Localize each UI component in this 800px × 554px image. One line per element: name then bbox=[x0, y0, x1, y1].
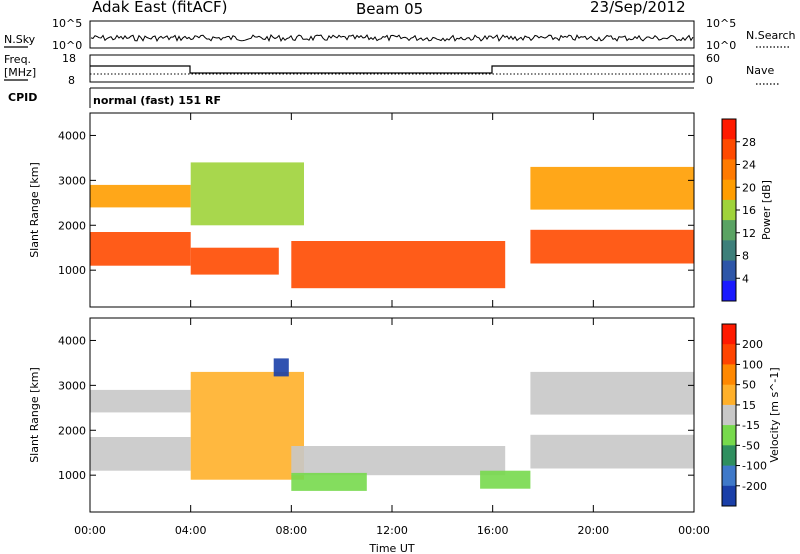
power-colorbar-segment-2 bbox=[722, 159, 736, 181]
power-ylabel: Slant Range [km] bbox=[28, 162, 41, 258]
noise-trace bbox=[90, 34, 694, 43]
power-colorbar-tick-3: 16 bbox=[742, 204, 756, 217]
xtick-6: 00:00 bbox=[678, 524, 710, 537]
freq-panel: Freq. [MHz] 18 8 60 0 Nave bbox=[4, 52, 780, 87]
noise-search-label: N.Search bbox=[746, 29, 796, 42]
power-panel: 4000 3000 2000 1000 Slant Range [km] 28 24 20… bbox=[28, 112, 773, 308]
power-region-6 bbox=[530, 166, 694, 210]
power-colorbar-tick-2: 20 bbox=[742, 181, 756, 194]
power-colorbar-label: Power [dB] bbox=[760, 180, 773, 240]
freq-tick-bottom: 8 bbox=[68, 74, 75, 87]
velocity-colorbar-segment-0 bbox=[722, 324, 736, 345]
power-colorbar-segment-3 bbox=[722, 179, 736, 201]
freq-trace bbox=[90, 65, 694, 74]
velocity-region-0 bbox=[90, 437, 191, 471]
power-region-4 bbox=[291, 241, 506, 289]
velocity-ytick-2: 2000 bbox=[58, 424, 86, 437]
velocity-region-6 bbox=[480, 470, 531, 489]
velocity-colorbar-tick-7: -200 bbox=[742, 480, 767, 493]
velocity-region-2 bbox=[190, 371, 304, 480]
power-data bbox=[90, 162, 694, 289]
velocity-ytick-0: 4000 bbox=[58, 334, 86, 347]
noise-tick-top-right: 10^5 bbox=[706, 17, 736, 30]
velocity-colorbar-segment-6 bbox=[722, 445, 736, 466]
velocity-ytick-3: 1000 bbox=[58, 469, 86, 482]
noise-panel: N.Sky 10^5 10^0 10^5 10^0 N.Search bbox=[4, 17, 796, 52]
velocity-colorbar-segment-7 bbox=[722, 465, 736, 487]
velocity-colorbar-segment-5 bbox=[722, 425, 736, 446]
power-ytick-2: 2000 bbox=[58, 219, 86, 232]
power-colorbar-segment-4 bbox=[722, 199, 736, 221]
velocity-panel: 4000 3000 2000 1000 Slant Range [km] 200 100… bbox=[28, 317, 781, 513]
nave-tick-bottom: 0 bbox=[706, 74, 713, 87]
xlabel: Time UT bbox=[368, 542, 414, 554]
velocity-colorbar-tick-0: 200 bbox=[742, 338, 763, 351]
velocity-colorbar-label: Velocity [m s^-1] bbox=[768, 367, 781, 462]
xtick-1: 04:00 bbox=[175, 524, 207, 537]
power-colorbar-tick-6: 4 bbox=[742, 272, 749, 285]
station-title: Adak East (fitACF) bbox=[92, 0, 227, 16]
velocity-ylabel: Slant Range [km] bbox=[28, 367, 41, 463]
velocity-ytick-1: 3000 bbox=[58, 379, 86, 392]
xtick-5: 20:00 bbox=[577, 524, 609, 537]
velocity-region-4 bbox=[291, 446, 506, 476]
cpid-mode: normal (fast) 151 RF bbox=[93, 94, 221, 107]
power-colorbar-tick-5: 8 bbox=[742, 250, 749, 263]
xtick-4: 16:00 bbox=[477, 524, 509, 537]
velocity-colorbar-segment-4 bbox=[722, 404, 736, 426]
cpid-label: CPID bbox=[8, 91, 37, 104]
power-colorbar-segment-0 bbox=[722, 119, 736, 140]
power-region-1 bbox=[90, 184, 191, 208]
power-colorbar-tick-1: 24 bbox=[742, 159, 756, 172]
velocity-colorbar-segment-3 bbox=[722, 384, 736, 406]
velocity-colorbar: 200 100 50 15 -15 -50 -100 -200 bbox=[721, 323, 767, 507]
velocity-colorbar-segment-1 bbox=[722, 344, 736, 365]
velocity-colorbar-tick-3: 15 bbox=[742, 399, 756, 412]
velocity-colorbar-tick-1: 100 bbox=[742, 358, 763, 371]
power-colorbar-tick-0: 28 bbox=[742, 136, 756, 149]
velocity-region-3 bbox=[273, 358, 289, 377]
power-region-5 bbox=[530, 229, 694, 264]
power-colorbar: 28 24 20 16 12 8 4 bbox=[721, 118, 756, 302]
velocity-colorbar-tick-6: -100 bbox=[742, 460, 767, 473]
velocity-region-1 bbox=[90, 389, 191, 413]
power-ytick-0: 4000 bbox=[58, 129, 86, 142]
velocity-colorbar-tick-2: 50 bbox=[742, 379, 756, 392]
power-region-2 bbox=[190, 247, 279, 275]
freq-tick-top: 18 bbox=[62, 52, 76, 65]
date-title: 23/Sep/2012 bbox=[590, 0, 686, 16]
power-colorbar-segment-6 bbox=[722, 240, 736, 261]
velocity-region-5 bbox=[291, 472, 367, 491]
velocity-colorbar-tick-5: -50 bbox=[742, 439, 760, 452]
velocity-colorbar-segment-2 bbox=[722, 364, 736, 386]
power-colorbar-segment-5 bbox=[722, 220, 736, 241]
beam-title: Beam 05 bbox=[356, 0, 423, 18]
noise-tick-bottom: 10^0 bbox=[52, 39, 82, 52]
power-colorbar-tick-4: 12 bbox=[742, 227, 756, 240]
velocity-region-7 bbox=[530, 434, 694, 469]
velocity-region-8 bbox=[530, 371, 694, 415]
power-ytick-1: 3000 bbox=[58, 174, 86, 187]
nave-label: Nave bbox=[746, 64, 774, 77]
freq-label: Freq. bbox=[4, 53, 31, 66]
noise-tick-top: 10^5 bbox=[52, 17, 82, 30]
power-colorbar-segment-1 bbox=[722, 139, 736, 160]
power-colorbar-segment-7 bbox=[722, 260, 736, 282]
xtick-3: 12:00 bbox=[376, 524, 408, 537]
time-axis: 00:00 04:00 08:00 12:00 16:00 20:00 00:00 bbox=[74, 113, 710, 537]
freq-unit-label: [MHz] bbox=[4, 66, 36, 79]
power-colorbar-segment-8 bbox=[722, 280, 736, 302]
noise-sky-label: N.Sky bbox=[4, 33, 36, 46]
power-region-0 bbox=[90, 232, 191, 266]
velocity-colorbar-segment-8 bbox=[722, 485, 736, 507]
power-ytick-3: 1000 bbox=[58, 264, 86, 277]
nave-tick-top: 60 bbox=[706, 52, 720, 65]
velocity-colorbar-tick-4: -15 bbox=[742, 419, 760, 432]
xtick-2: 08:00 bbox=[275, 524, 307, 537]
velocity-data bbox=[90, 358, 694, 491]
noise-tick-bottom-right: 10^0 bbox=[706, 39, 736, 52]
xtick-0: 00:00 bbox=[74, 524, 106, 537]
power-region-3 bbox=[190, 162, 304, 226]
